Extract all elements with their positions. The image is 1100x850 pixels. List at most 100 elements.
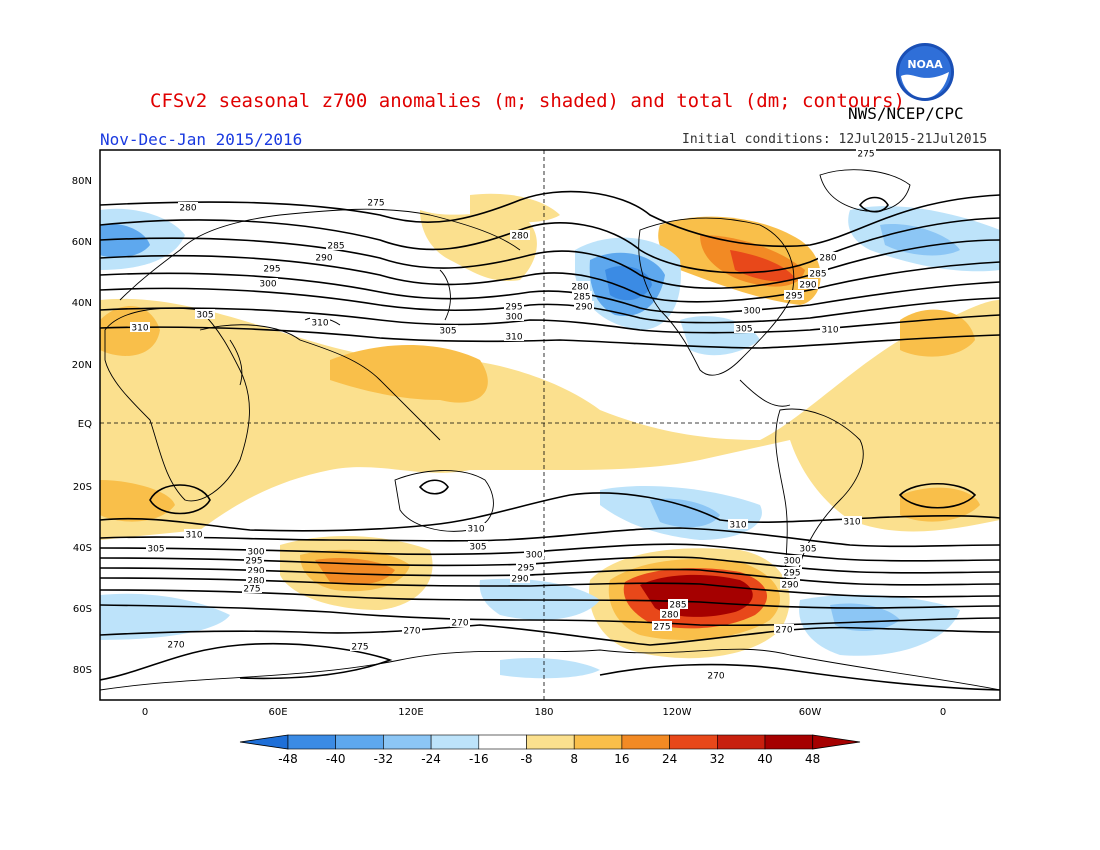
colorbar-label: -40 [326, 752, 346, 766]
contour-label-bg [818, 252, 838, 262]
map-frame [99, 149, 1001, 701]
colorbar-arrow-left [239, 734, 289, 750]
contour-label: 275 [653, 623, 670, 633]
contour-label: 305 [147, 545, 164, 555]
contour-label: 300 [505, 313, 522, 323]
contour-label-bg [780, 579, 800, 589]
contour-label: 295 [505, 303, 522, 313]
colorbar-segment [669, 734, 718, 750]
contour-label-bg [242, 583, 262, 593]
lon-tick: 60W [799, 707, 822, 718]
contour-label-bg [820, 324, 840, 334]
contour-label: 310 [185, 531, 202, 541]
noaa-logo-icon: NOAA [896, 43, 954, 101]
colorbar-label: -32 [374, 752, 394, 766]
contour-label-bg [652, 621, 672, 631]
contour-label-bg [310, 317, 330, 327]
contour-label: 305 [196, 311, 213, 321]
contour-label-bg [782, 555, 802, 565]
contour-label-bg [774, 624, 794, 634]
contour-label-bg [668, 599, 688, 609]
contour-label: 310 [729, 521, 746, 531]
contour-label: 305 [735, 325, 752, 335]
lat-tick: EQ [78, 419, 92, 430]
lon-ticks: 0 60E 120E 180 120W 60W 0 [142, 707, 946, 718]
contour-label: 280 [179, 204, 196, 214]
contour-label: 290 [247, 567, 264, 577]
lon-tick: 0 [940, 707, 946, 718]
contour-label: 280 [661, 611, 678, 621]
lat-tick: 80S [73, 665, 92, 676]
contour-label: 300 [259, 280, 276, 290]
lat-tick: 60N [72, 237, 92, 248]
colorbar-arrow-right [812, 734, 861, 750]
contour-label: 285 [809, 270, 826, 280]
contour-label: 270 [403, 627, 420, 637]
contour-label-bg [706, 670, 726, 680]
contour-label: 300 [743, 307, 760, 317]
contour-label: 295 [263, 265, 280, 275]
contour-label: 280 [819, 254, 836, 264]
colorbar-label: 16 [614, 752, 629, 766]
contour-label: 280 [247, 577, 264, 587]
contour-label-bg [246, 565, 266, 575]
lat-tick: 20S [73, 482, 92, 493]
contour-label: 285 [327, 242, 344, 252]
colorbar-label: -24 [421, 752, 441, 766]
contour-label-bg [734, 323, 754, 333]
contour-label: 275 [857, 150, 874, 160]
contour-label-bg [178, 202, 198, 212]
contour-label-bg [468, 541, 488, 551]
contour-label-bg [146, 543, 166, 553]
contour-label: 270 [167, 641, 184, 651]
lon-tick: 120W [663, 707, 692, 718]
contour-label: 305 [469, 543, 486, 553]
colorbar-segment [716, 734, 766, 750]
lon-tick: 0 [142, 707, 148, 718]
contour-label: 280 [571, 283, 588, 293]
lat-tick: 60S [73, 604, 92, 615]
colorbar-segment [287, 734, 337, 750]
contour-label-bg [524, 549, 544, 559]
contour-label-bg [510, 573, 530, 583]
contour-label: 270 [707, 672, 724, 682]
colorbar-segment [430, 734, 480, 750]
colorbar-segment [573, 734, 623, 750]
colorbar-label: -48 [278, 752, 298, 766]
contour-label: 300 [247, 548, 264, 558]
contour-label: 275 [367, 199, 384, 209]
contour-label: 310 [467, 525, 484, 535]
contour-label-bg [466, 523, 486, 533]
contour-label-bg [195, 309, 215, 319]
colorbar-label: 40 [757, 752, 772, 766]
colorbar-segment [526, 734, 575, 750]
contour-label-bg [402, 625, 422, 635]
anomaly-shading [100, 193, 1000, 679]
contour-label: 305 [799, 545, 816, 555]
contour-label: 290 [511, 575, 528, 585]
contour-label-bg [728, 519, 748, 529]
lat-ticks: 80N 60N 40N 20N EQ 20S 40S 60S 80S [72, 176, 92, 676]
contour-label-bg [742, 305, 762, 315]
contour-label: 295 [785, 292, 802, 302]
lat-tick: 20N [72, 360, 92, 371]
contour-label: 275 [243, 585, 260, 595]
lat-tick: 40S [73, 543, 92, 554]
contour-label-bg [574, 301, 594, 311]
contour-label: 310 [843, 518, 860, 528]
contour-label-bg [784, 290, 804, 300]
contour-label-bg [258, 278, 278, 288]
contour-label: 285 [669, 601, 686, 611]
colorbar: -48 -40 -32 -24 -16 -8 8 16 24 32 40 48 [239, 734, 861, 766]
contour-label: 290 [315, 254, 332, 264]
main-title: CFSv2 seasonal z700 anomalies (m; shaded… [150, 90, 905, 112]
contour-label: 310 [821, 326, 838, 336]
colorbar-label: 8 [570, 752, 578, 766]
contour-label-bg [246, 546, 266, 556]
contour-label: 275 [351, 643, 368, 653]
contour-label-bg [184, 529, 204, 539]
lon-tick: 60E [268, 707, 287, 718]
contour-label-bg [438, 325, 458, 335]
contour-label-bg [572, 291, 592, 301]
contour-label: 310 [505, 333, 522, 343]
